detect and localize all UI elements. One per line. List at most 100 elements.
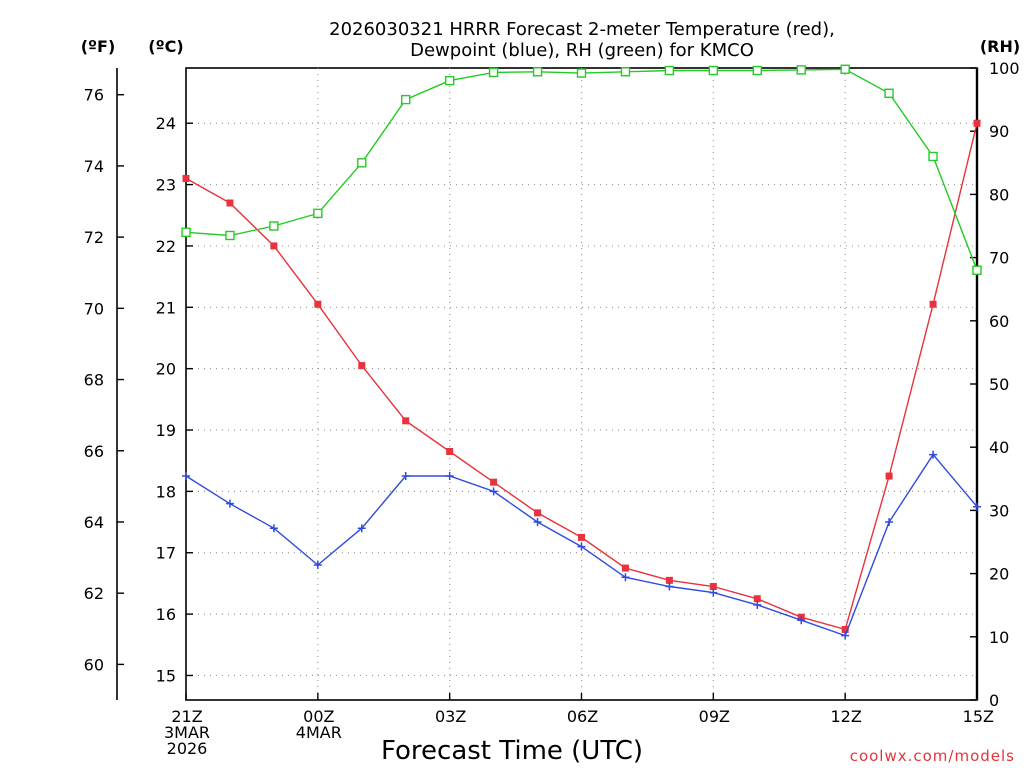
relative-humidity-point xyxy=(664,65,675,76)
dewpoint-point xyxy=(753,600,762,609)
temperature-point xyxy=(709,582,717,590)
temperature-point xyxy=(885,472,893,480)
dewpoint-point xyxy=(929,450,938,459)
fahrenheit-tick-label: 64 xyxy=(84,513,104,532)
chart-title-line-2: Dewpoint (blue), RH (green) for KMCO xyxy=(410,40,754,61)
temperature-point xyxy=(753,595,761,603)
fahrenheit-tick-label: 62 xyxy=(84,584,104,603)
celsius-unit-label: (ºC) xyxy=(148,37,183,56)
data-series xyxy=(181,64,982,640)
rh-tick-label: 80 xyxy=(989,185,1009,204)
relative-humidity-point xyxy=(840,64,850,74)
dewpoint-point xyxy=(489,487,498,496)
dewpoint-point xyxy=(665,582,674,591)
fahrenheit-tick-label: 66 xyxy=(84,442,104,461)
rh-tick-label: 70 xyxy=(989,249,1009,268)
fahrenheit-tick-label: 72 xyxy=(84,228,104,247)
temperature-point xyxy=(490,478,498,486)
x-tick-label: 15Z xyxy=(963,707,994,726)
fahrenheit-tick-label: 76 xyxy=(84,86,104,105)
temperature-point xyxy=(446,447,454,455)
temperature-point xyxy=(929,300,937,308)
rh-tick-label: 60 xyxy=(989,312,1009,331)
dewpoint-point xyxy=(709,588,718,597)
relative-humidity-point xyxy=(532,67,543,77)
relative-humidity-point xyxy=(928,151,938,162)
rh-tick-label: 40 xyxy=(989,438,1009,457)
celsius-tick-label: 19 xyxy=(156,421,176,440)
dewpoint-point xyxy=(225,499,234,508)
celsius-tick-label: 20 xyxy=(156,360,176,379)
dewpoint-point xyxy=(841,631,850,640)
relative-humidity-point xyxy=(357,158,367,168)
rh-unit-label: (RH) xyxy=(980,37,1020,56)
celsius-tick-label: 21 xyxy=(156,298,176,317)
credit-link[interactable]: coolwx.com/models xyxy=(850,747,1015,765)
x-tick-label: 12Z xyxy=(831,707,862,726)
celsius-tick-label: 22 xyxy=(156,237,176,256)
relative-humidity-point xyxy=(488,67,499,78)
dewpoint-point xyxy=(885,518,894,527)
relative-humidity-point xyxy=(796,65,806,75)
dewpoint-point xyxy=(445,472,454,481)
fahrenheit-tick-label: 68 xyxy=(84,371,104,390)
dewpoint-point xyxy=(182,472,190,481)
temperature-point xyxy=(621,564,629,572)
relative-humidity-point xyxy=(884,88,894,98)
x-tick-date-label: 3MAR xyxy=(164,723,210,742)
relative-humidity-point xyxy=(972,265,982,275)
temperature-point xyxy=(270,242,278,250)
dewpoint-point xyxy=(797,616,806,625)
x-tick-date-label: 2026 xyxy=(167,739,208,758)
temperature-point xyxy=(578,533,585,541)
dewpoint-point xyxy=(621,573,630,582)
dewpoint-point xyxy=(313,561,322,570)
dewpoint-point xyxy=(357,524,366,533)
x-tick-label: 00Z xyxy=(303,707,334,726)
x-tick-label: 06Z xyxy=(567,707,598,726)
relative-humidity-point xyxy=(181,227,191,238)
fahrenheit-tick-label: 74 xyxy=(84,157,104,176)
relative-humidity-point xyxy=(752,65,762,76)
dewpoint-point xyxy=(401,472,410,481)
dewpoint-point xyxy=(577,542,586,551)
temperature-point xyxy=(973,119,981,127)
relative-humidity-line xyxy=(185,68,978,271)
fahrenheit-unit-label: (ºF) xyxy=(81,37,116,56)
celsius-tick-label: 18 xyxy=(156,482,176,501)
temperature-point xyxy=(226,199,234,207)
relative-humidity-point xyxy=(444,75,455,86)
celsius-tick-label: 15 xyxy=(156,666,176,685)
rh-tick-label: 30 xyxy=(989,501,1009,520)
temperature-point xyxy=(534,509,542,517)
celsius-tick-label: 17 xyxy=(156,544,176,563)
fahrenheit-tick-label: 70 xyxy=(84,299,104,318)
dewpoint-point xyxy=(269,524,278,533)
temperature-point xyxy=(841,625,849,633)
celsius-tick-label: 16 xyxy=(156,605,176,624)
x-tick-label: 09Z xyxy=(699,707,730,726)
dewpoint-point xyxy=(973,502,981,511)
relative-humidity-point xyxy=(576,68,587,78)
relative-humidity-point xyxy=(620,67,631,77)
rh-tick-label: 20 xyxy=(989,565,1009,584)
rh-tick-label: 90 xyxy=(989,122,1009,141)
relative-humidity-point xyxy=(269,221,279,231)
celsius-tick-label: 23 xyxy=(156,176,176,195)
temperature-point xyxy=(402,417,410,425)
rh-tick-label: 0 xyxy=(989,691,999,710)
rh-tick-label: 50 xyxy=(989,375,1009,394)
rh-tick-label: 100 xyxy=(989,59,1020,78)
axis-ticks: 1516171819202122232460626466687072747601… xyxy=(84,59,1020,758)
dewpoint-point xyxy=(533,518,542,527)
temperature-point xyxy=(314,300,322,308)
plot-area-frame xyxy=(185,67,978,701)
relative-humidity-point xyxy=(313,208,323,219)
chart-title-line-1: 2026030321 HRRR Forecast 2-meter Tempera… xyxy=(329,19,835,40)
x-tick-label: 03Z xyxy=(435,707,466,726)
temperature-point xyxy=(665,576,673,584)
celsius-tick-label: 24 xyxy=(156,114,176,133)
x-tick-label: 21Z xyxy=(171,707,202,726)
x-axis-title: Forecast Time (UTC) xyxy=(381,736,643,766)
